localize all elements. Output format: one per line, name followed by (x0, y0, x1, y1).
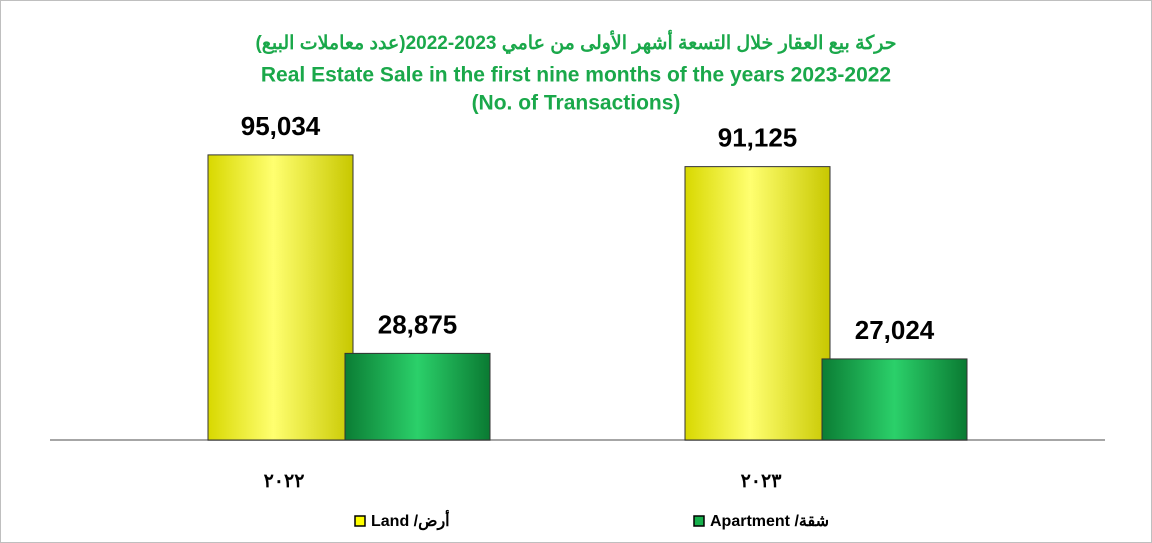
value-label: 28,875 (378, 309, 458, 339)
bar (344, 352, 491, 441)
title: Real Estate Sale in the first nine month… (261, 64, 891, 87)
bar (684, 166, 831, 441)
x-tick-label: ٢٠٢٢ (264, 471, 305, 492)
legend-label: Apartment /شقة (710, 513, 829, 530)
value-label: 27,024 (855, 315, 935, 345)
bar (821, 358, 968, 441)
subtitle: (No. of Transactions) (472, 92, 681, 115)
x-tick-label: ٢٠٢٣ (741, 471, 783, 492)
value-label: 91,125 (718, 123, 798, 153)
legend-swatch (693, 515, 705, 527)
title-arabic: حركة بيع العقار خلال التسعة أشهر الأولى … (255, 29, 896, 55)
legend-label: Land /أرض (371, 509, 450, 531)
legend-swatch (354, 515, 366, 527)
value-label: 95,034 (241, 111, 321, 141)
bar (207, 154, 354, 441)
